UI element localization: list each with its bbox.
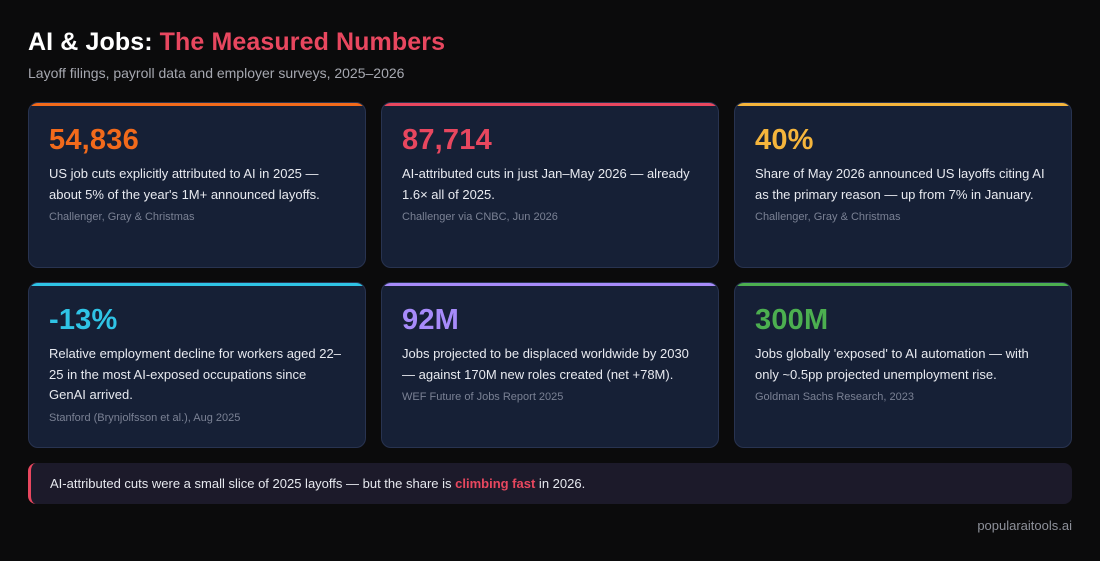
stat-card-jobs-displaced-2030: 92M Jobs projected to be displaced world… [381,282,719,448]
stat-description: US job cuts explicitly attributed to AI … [49,166,320,202]
callout-highlight: climbing fast [455,476,536,491]
stat-source: WEF Future of Jobs Report 2025 [402,391,564,403]
stat-card-ai-cuts-2026: 87,714 AI-attributed cuts in just Jan–Ma… [381,102,719,268]
title-accent: The Measured Numbers [159,28,446,56]
stat-source: Challenger via CNBC, Jun 2026 [402,211,558,223]
stat-source: Stanford (Brynjolfsson et al.), Aug 2025 [49,411,241,424]
stat-card-young-worker-decline: -13% Relative employment decline for wor… [28,282,366,448]
brand-watermark: popularaitools.ai [977,518,1072,533]
stat-source: Challenger, Gray & Christmas [49,211,195,223]
page-title: AI & Jobs: The Measured Numbers [28,28,445,57]
stats-grid: 54,836 US job cuts explicitly attributed… [28,102,1072,448]
stat-card-ai-cuts-2025: 54,836 US job cuts explicitly attributed… [28,102,366,268]
stat-source: Challenger, Gray & Christmas [755,211,901,223]
title-prefix: AI & Jobs: [28,28,153,56]
stat-source: Goldman Sachs Research, 2023 [755,391,914,403]
stat-value: 54,836 [49,124,139,156]
callout-text-before: AI-attributed cuts were a small slice of… [50,476,456,491]
stat-value: -13% [49,304,118,336]
stat-description: Jobs globally 'exposed' to AI automation… [755,346,1029,382]
stat-card-jobs-exposed: 300M Jobs globally 'exposed' to AI autom… [734,282,1072,448]
stat-description: Relative employment decline for workers … [49,346,341,402]
summary-callout: AI-attributed cuts were a small slice of… [28,463,1072,504]
stat-description: Share of May 2026 announced US layoffs c… [755,166,1045,202]
stat-card-ai-share-may-2026: 40% Share of May 2026 announced US layof… [734,102,1072,268]
stat-value: 92M [402,304,460,336]
stat-value: 40% [755,124,814,156]
page-subtitle: Layoff filings, payroll data and employe… [28,65,405,81]
callout-text-after: in 2026. [535,476,586,491]
stat-value: 87,714 [402,124,492,156]
stat-description: AI-attributed cuts in just Jan–May 2026 … [402,166,690,202]
stat-value: 300M [755,304,829,336]
stat-description: Jobs projected to be displaced worldwide… [402,346,689,382]
